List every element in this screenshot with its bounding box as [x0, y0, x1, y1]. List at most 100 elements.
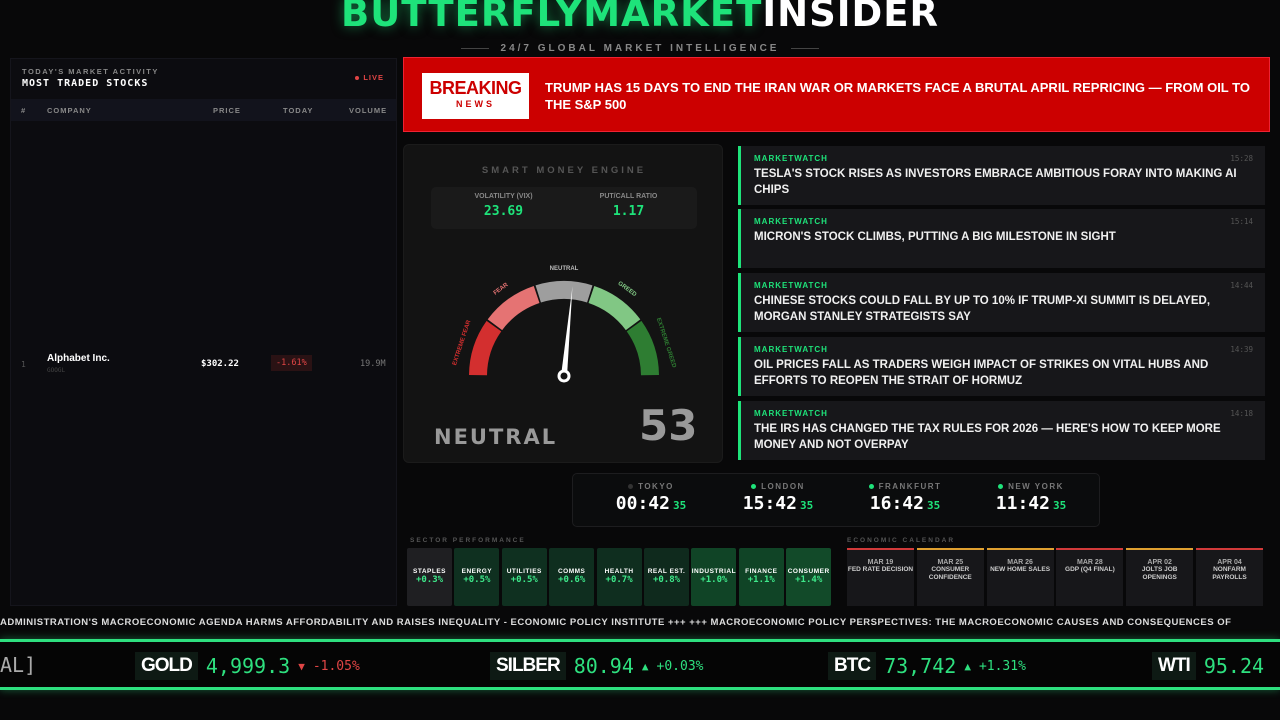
breaking-news-badge: BREAKING NEWS [422, 73, 529, 119]
news-source: MARKETWATCH [754, 217, 828, 226]
ticker-change: +0.03% [656, 658, 704, 674]
event-name: JOLTS JOB OPENINGS [1141, 566, 1178, 581]
col-today[interactable]: TODAY [283, 106, 314, 115]
news-headline: OIL PRICES FALL AS TRADERS WEIGH IMPACT … [754, 359, 1209, 387]
news-item[interactable]: MARKETWATCH 15:28 TESLA'S STOCK RISES AS I… [738, 146, 1265, 205]
sector-tile[interactable]: UTILITIES +0.5% [501, 548, 547, 606]
col-rank[interactable]: # [21, 106, 27, 115]
news-headline: THE IRS HAS CHANGED THE TAX RULES FOR 20… [754, 423, 1221, 451]
news-item[interactable]: MARKETWATCH 14:39 OIL PRICES FALL AS TRADE… [738, 337, 1265, 396]
gauge-zone [588, 285, 641, 331]
sector-name: COMMS [557, 568, 586, 575]
clock-hm: 00:42 [615, 493, 670, 514]
row-price: $302.22 [201, 359, 239, 369]
calendar-event[interactable]: MAR 19 FED RATE DECISION [847, 548, 914, 606]
news-headline: MICRON'S STOCK CLIMBS, PUTTING A BIG MIL… [754, 231, 1116, 243]
sector-name: INDUSTRIAL [691, 568, 737, 575]
arrow-up-icon: ▲ [964, 659, 971, 673]
gauge-zone-label: EXTREME FEAR [452, 319, 472, 366]
ticker-price: 4,999.3 [205, 654, 291, 678]
event-name: CONSUMER CONFIDENCE [928, 566, 972, 581]
clock-london: LONDON 15:42 35 [718, 482, 838, 514]
col-company[interactable]: COMPANY [47, 106, 92, 115]
sector-tile[interactable]: REAL EST. +0.8% [644, 548, 689, 606]
calendar-event[interactable]: APR 04 NONFARM PAYROLLS [1196, 548, 1263, 606]
row-ticker: GOOGL [47, 367, 66, 374]
city-name: TOKYO [638, 482, 674, 491]
event-name: NONFARM PAYROLLS [1212, 566, 1247, 581]
sector-tile[interactable]: HEALTH +0.7% [596, 548, 642, 606]
pcr-value: 1.17 [612, 204, 645, 219]
calendar-event[interactable]: MAR 26 NEW HOME SALES [986, 548, 1054, 606]
ticker-item-wti[interactable]: WTI 95.24 [1152, 652, 1280, 680]
ticker-price: 95.24 [1203, 654, 1265, 678]
event-date: MAR 25 [937, 559, 964, 566]
engine-title: SMART MONEY ENGINE [481, 165, 647, 176]
ticker-symbol: BTC [828, 652, 877, 680]
clock-seconds: 35 [672, 499, 687, 512]
ticker-symbol: GOLD [135, 652, 198, 680]
clock-city: LONDON [718, 482, 838, 491]
col-volume[interactable]: VOLUME [349, 106, 388, 115]
sector-change: +1.0% [700, 575, 728, 585]
calendar-event[interactable]: MAR 25 CONSUMER CONFIDENCE [916, 548, 984, 606]
gauge-zone-label: EXTREME GREED [655, 317, 677, 369]
clock-hm: 11:42 [995, 493, 1050, 514]
sector-tile[interactable]: COMMS +0.6% [549, 548, 595, 606]
calendar-event[interactable]: MAR 28 GDP (Q4 FINAL) [1056, 548, 1124, 606]
ticker-item-silber[interactable]: SILBER 80.94 ▲ +0.03% [490, 652, 704, 680]
sector-tile[interactable]: CONSUMER +1.4% [786, 548, 832, 606]
breaking-headline: TRUMP HAS 15 DAYS TO END THE IRAN WAR OR… [545, 80, 1250, 112]
gauge-zone [626, 320, 659, 376]
news-source: MARKETWATCH [754, 281, 828, 290]
event-name: NEW HOME SALES [990, 566, 1051, 573]
sector-label: SECTOR PERFORMANCE [410, 537, 526, 544]
market-status-dot [628, 484, 634, 490]
gauge-hub [557, 369, 571, 383]
col-price[interactable]: PRICE [213, 106, 241, 115]
sector-tile[interactable]: ENERGY +0.5% [454, 548, 500, 606]
panel-subtitle: TODAY'S MARKET ACTIVITY [22, 67, 159, 76]
row-volume: 19.9M [360, 359, 386, 369]
vix-value: 23.69 [483, 204, 524, 219]
ticker-item-gold[interactable]: GOLD 4,999.3 ▼ -1.05% [135, 652, 360, 680]
clock-tokyo: TOKYO 00:42 35 [591, 482, 711, 514]
clock-time: 15:42 35 [718, 493, 838, 514]
arrow-up-icon: ▲ [641, 659, 649, 673]
news-headline: CHINESE STOCKS COULD FALL BY UP TO 10% I… [754, 295, 1211, 323]
event-date: MAR 26 [1007, 559, 1033, 566]
engine-stats: VOLATILITY (VIX) 23.69 PUT/CALL RATIO 1.… [431, 187, 697, 229]
news-item[interactable]: MARKETWATCH 15:14 MICRON'S STOCK CLIMBS, P… [738, 209, 1265, 268]
breaking-label: BREAKING [429, 78, 522, 98]
most-traded-panel: TODAY'S MARKET ACTIVITY MOST TRADED STOC… [10, 58, 397, 606]
sentiment-score: 53 [639, 401, 698, 450]
clock-city: TOKYO [591, 482, 711, 491]
gauge-zone-label: GREED [616, 281, 637, 299]
news-item[interactable]: MARKETWATCH 14:18 THE IRS HAS CHANGED THE … [738, 401, 1265, 460]
row-company: Alphabet Inc. [47, 353, 110, 364]
clock-hm: 15:42 [742, 493, 797, 514]
news-source: MARKETWATCH [754, 154, 828, 163]
sector-tile[interactable]: FINANCE +1.1% [738, 548, 784, 606]
row-rank: 1 [21, 360, 26, 369]
clock-seconds: 35 [799, 499, 814, 512]
ticker-symbol: WTI [1152, 652, 1196, 680]
ticker-item-btc[interactable]: BTC 73,742 ▲ +1.31% [828, 652, 1026, 680]
table-row[interactable]: 1 Alphabet Inc. GOOGL $302.22 -1.61% 19.… [11, 349, 396, 379]
sector-name: FINANCE [745, 568, 778, 575]
gauge-zone [487, 285, 540, 331]
pcr-label: PUT/CALL RATIO [599, 193, 658, 200]
event-name: GDP (Q4 FINAL) [1065, 566, 1115, 573]
sector-change: +0.5% [510, 575, 538, 585]
sector-name: STAPLES [413, 568, 446, 575]
news-item[interactable]: MARKETWATCH 14:44 CHINESE STOCKS COULD FAL… [738, 273, 1265, 332]
fear-greed-gauge: EXTREME FEAR FEAR NEUTRAL GREED EXTREME GREE… [452, 266, 677, 383]
sector-tile[interactable]: STAPLES +0.3% [407, 548, 452, 606]
sector-tile[interactable]: INDUSTRIAL +1.0% [691, 548, 737, 606]
ticker-symbol: SILBER [490, 652, 566, 680]
gauge-zone-label: NEUTRAL [550, 266, 579, 272]
calendar-event[interactable]: APR 02 JOLTS JOB OPENINGS [1126, 548, 1194, 606]
breaking-news-banner[interactable]: BREAKING NEWS TRUMP HAS 15 DAYS TO END T… [403, 57, 1270, 132]
news-source: MARKETWATCH [754, 409, 828, 418]
brand-white: INSIDER [762, 0, 939, 35]
